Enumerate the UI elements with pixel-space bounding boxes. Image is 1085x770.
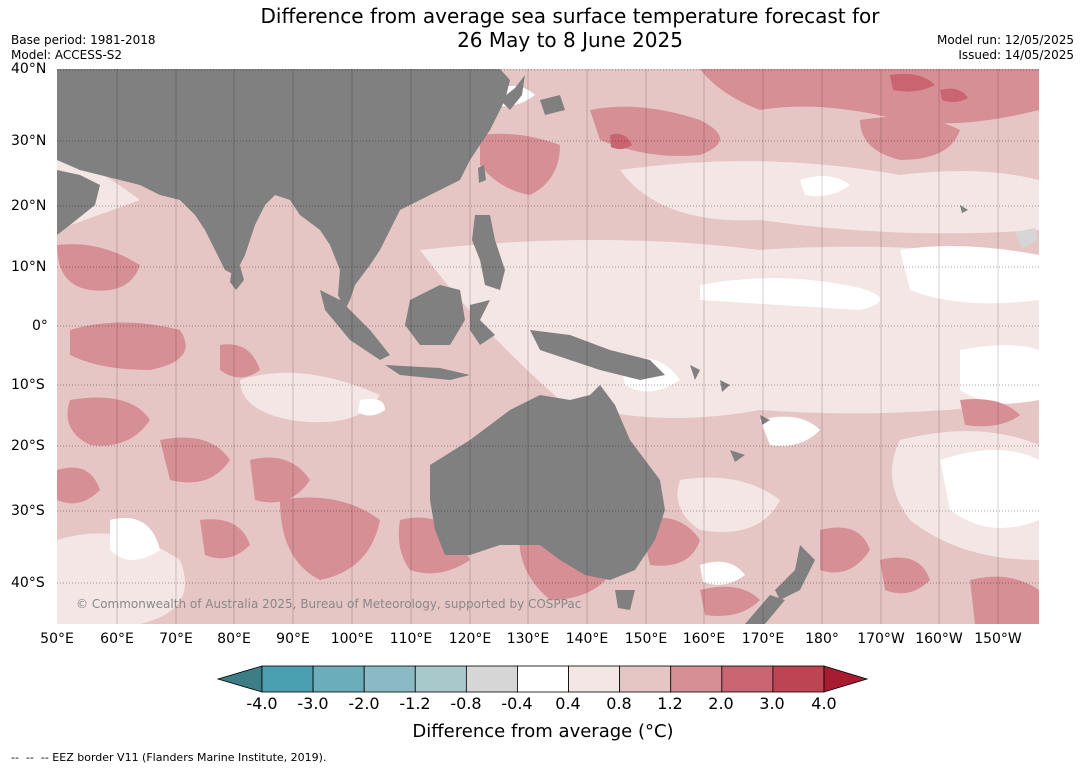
land-masses xyxy=(57,69,968,624)
colorbar-tick: -0.4 xyxy=(501,694,533,713)
lon-label: 160°E xyxy=(682,631,726,647)
colorbar-cell xyxy=(619,665,672,693)
model-text: Model: ACCESS-S2 xyxy=(11,48,123,62)
map-area xyxy=(57,69,1039,624)
lon-label: 80°E xyxy=(217,631,251,647)
base-period-text: Base period: 1981-2018 xyxy=(11,33,156,47)
colorbar-tick: 2.0 xyxy=(708,694,734,713)
issued-text: Issued: 14/05/2025 xyxy=(958,48,1074,62)
colorbar-tick: -4.0 xyxy=(246,694,278,713)
anomaly-neutral-regions xyxy=(110,86,1039,585)
colorbar-tick: -1.2 xyxy=(399,694,431,713)
colorbar-cell xyxy=(363,665,416,693)
lon-label: 130°E xyxy=(506,631,550,647)
colorbar-tick: -3.0 xyxy=(297,694,329,713)
lon-label: 120°E xyxy=(448,631,492,647)
lat-label: 40°N xyxy=(11,61,47,77)
lon-label: 110°E xyxy=(389,631,433,647)
colorbar-tick: 1.2 xyxy=(657,694,683,713)
colorbar-min-arrow xyxy=(216,665,263,693)
lat-label: 20°N xyxy=(11,198,47,214)
lat-label: 20°S xyxy=(11,438,45,454)
colorbar-cell xyxy=(414,665,467,693)
colorbar-cell xyxy=(772,665,825,693)
colorbar-tick: 4.0 xyxy=(811,694,837,713)
lat-label: 10°S xyxy=(11,377,45,393)
colorbar-cell xyxy=(517,665,569,693)
copyright-notice: © Commonwealth of Australia 2025, Bureau… xyxy=(76,597,582,611)
meridians xyxy=(116,69,999,624)
lat-label: 0° xyxy=(32,318,48,334)
lon-label: 90°E xyxy=(276,631,310,647)
colorbar-max-arrow xyxy=(823,665,869,693)
colorbar-cell xyxy=(568,665,621,693)
model-run-text: Model run: 12/05/2025 xyxy=(936,33,1074,47)
lon-label: 150°E xyxy=(624,631,668,647)
colorbar xyxy=(216,665,869,693)
colorbar-cell xyxy=(261,665,314,693)
eez-footnote: -- -- -- EEZ border V11 (Flanders Marine… xyxy=(11,751,327,764)
colorbar-cell xyxy=(465,665,518,693)
anomaly-2.0-3.0-regions xyxy=(610,73,968,150)
lat-label: 30°N xyxy=(11,133,47,149)
lon-label: 170°E xyxy=(741,631,785,647)
colorbar-cell xyxy=(670,665,723,693)
metadata-left: Base period: 1981-2018 Model: ACCESS-S2 xyxy=(11,33,156,63)
colorbar-tick: 0.4 xyxy=(555,694,581,713)
lon-label: 70°E xyxy=(159,631,193,647)
colorbar-tick: 3.0 xyxy=(759,694,785,713)
hawaii-region xyxy=(1015,228,1038,248)
colorbar-cell xyxy=(312,665,365,693)
colorbar-tick: 0.8 xyxy=(606,694,632,713)
lat-label: 30°S xyxy=(11,503,45,519)
colorbar-tick: -2.0 xyxy=(348,694,380,713)
lon-label: 140°E xyxy=(565,631,609,647)
title-line-1: Difference from average sea surface temp… xyxy=(260,4,880,28)
lat-label: 40°S xyxy=(11,575,45,591)
title-line-2: 26 May to 8 June 2025 xyxy=(457,28,683,52)
colorbar-title: Difference from average (°C) xyxy=(412,721,674,742)
colorbar-cell xyxy=(721,665,774,693)
lat-label: 10°N xyxy=(11,259,47,275)
lon-label: 100°E xyxy=(330,631,374,647)
map-title: Difference from average sea surface temp… xyxy=(0,4,1085,52)
lon-label: 50°E xyxy=(40,631,74,647)
lon-label: 60°E xyxy=(100,631,134,647)
lon-label: 180° xyxy=(805,631,839,647)
lon-label: 160°W xyxy=(915,631,963,647)
metadata-right: Model run: 12/05/2025 Issued: 14/05/2025 xyxy=(937,33,1074,63)
colorbar-tick: -0.8 xyxy=(450,694,482,713)
lon-label: 170°W xyxy=(857,631,905,647)
lon-label: 150°W xyxy=(974,631,1022,647)
